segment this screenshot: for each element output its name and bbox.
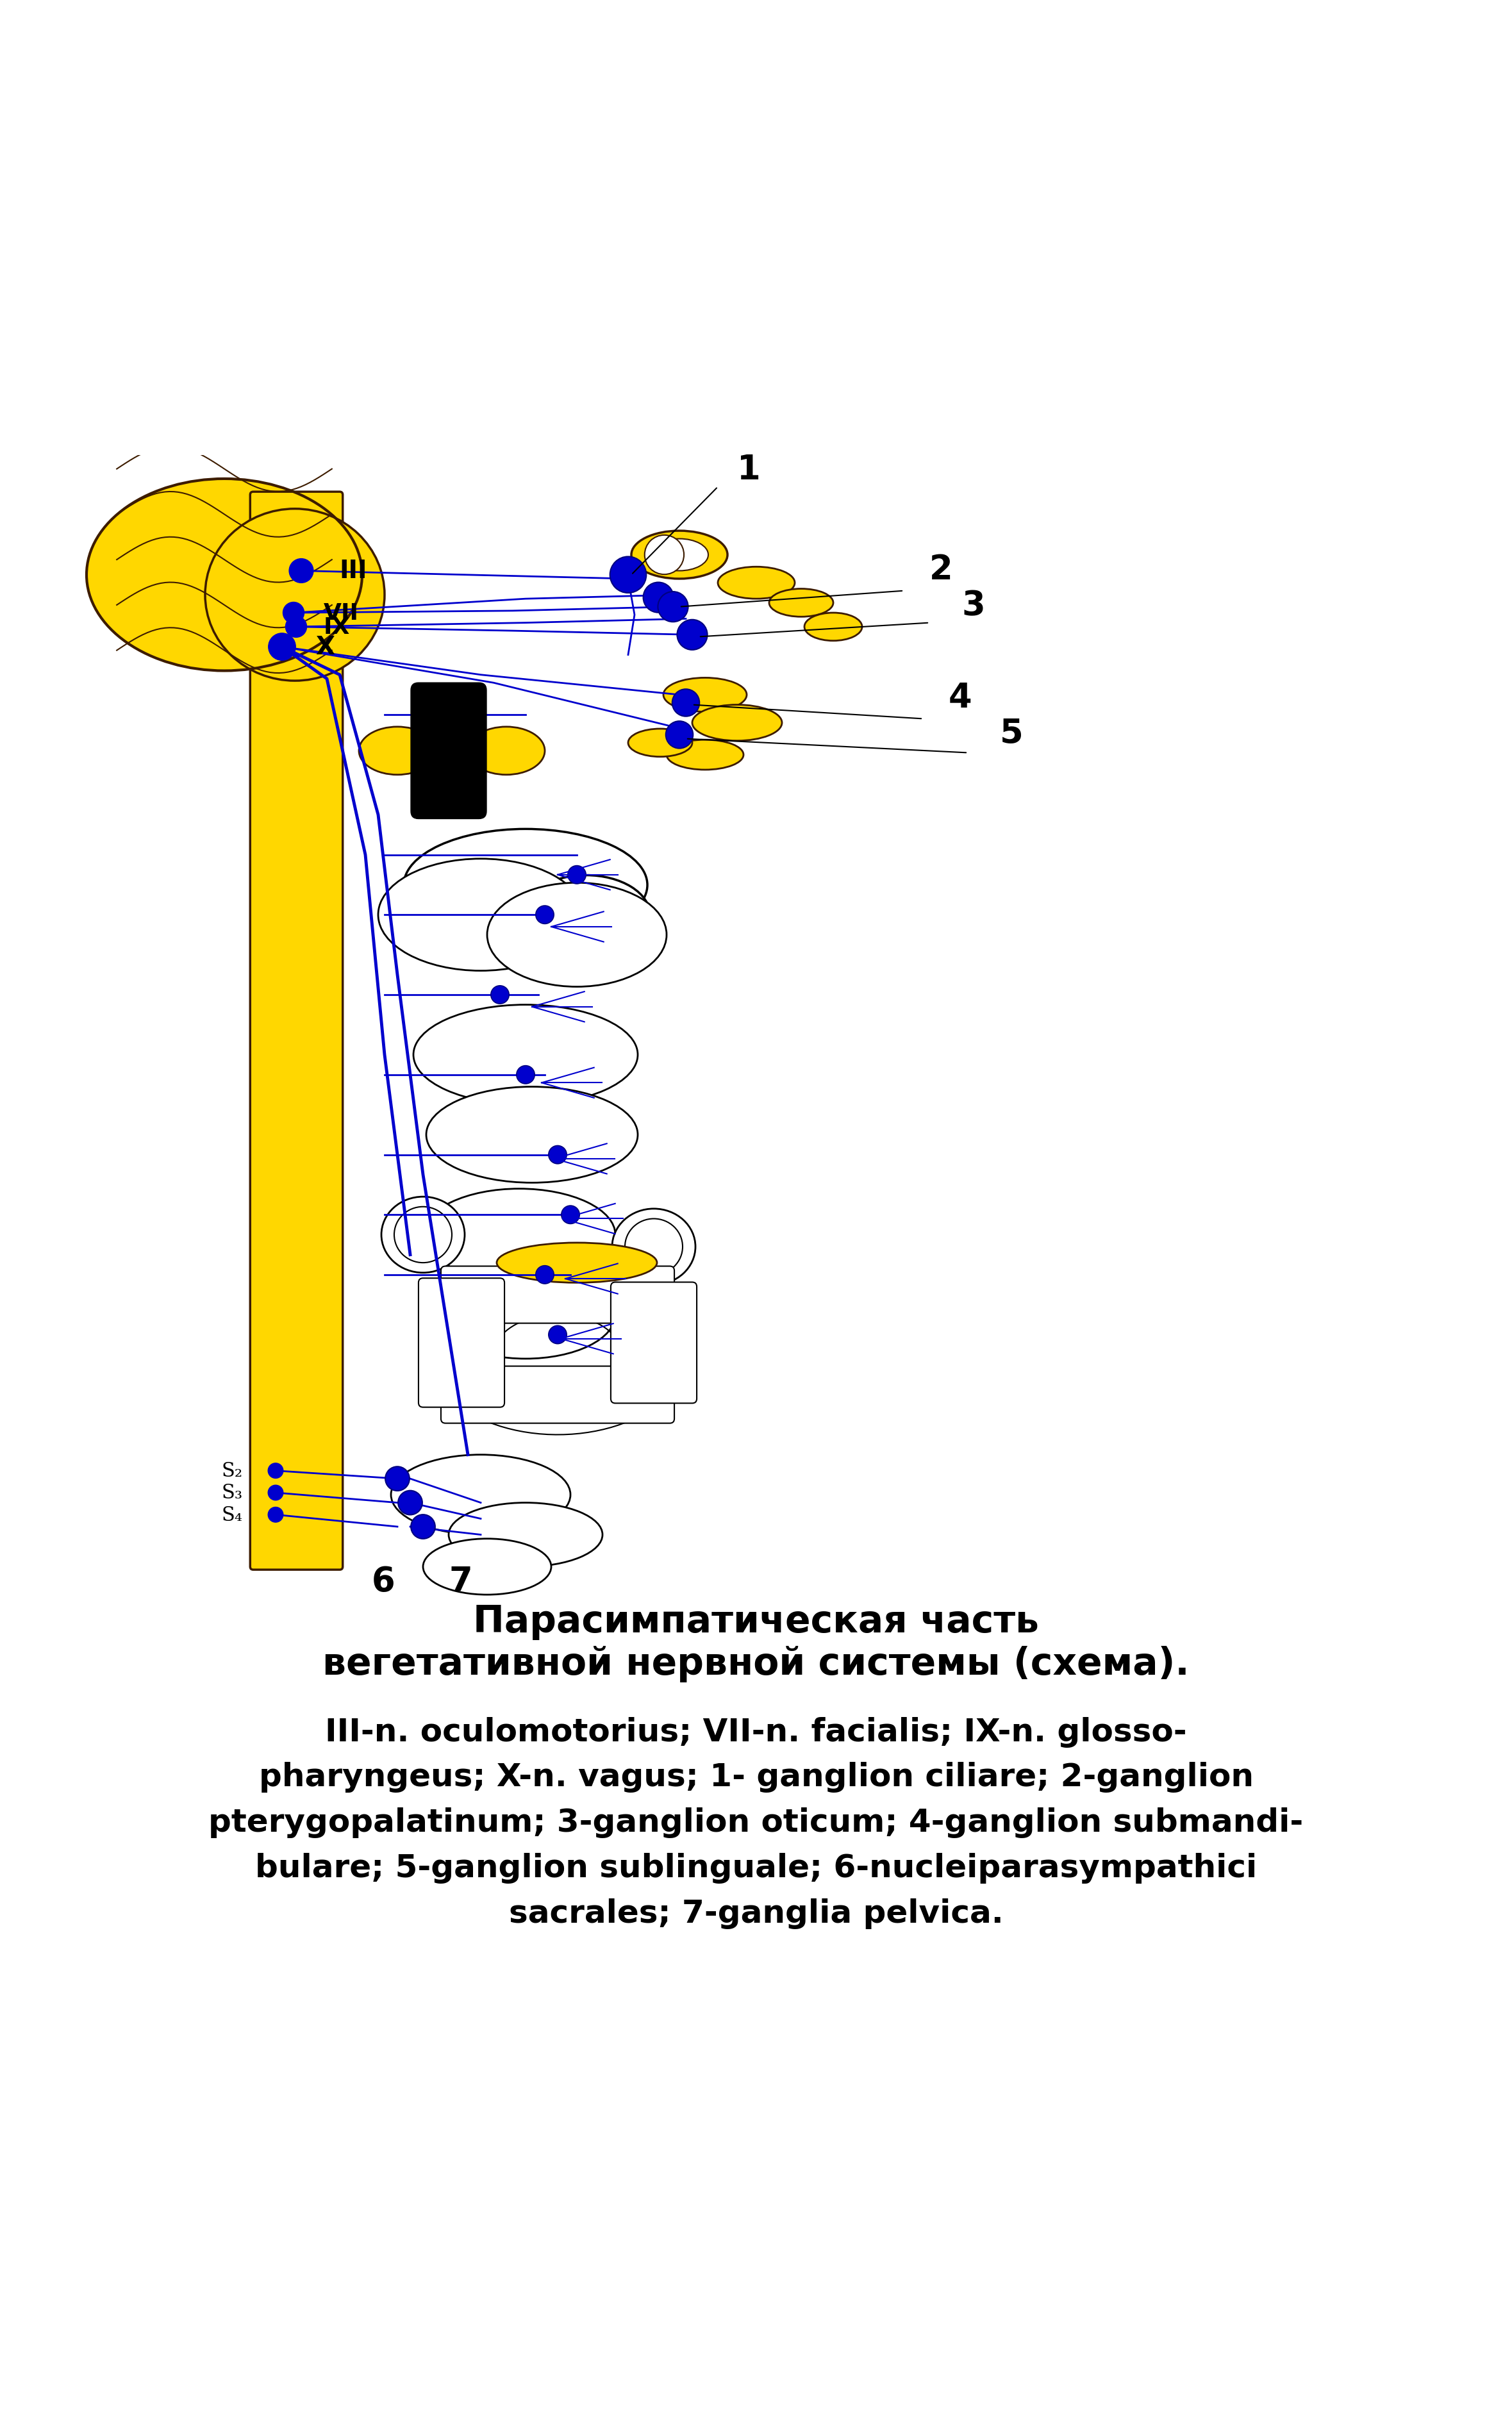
- Text: VII: VII: [324, 603, 358, 625]
- Ellipse shape: [423, 1538, 552, 1594]
- Circle shape: [517, 1066, 535, 1085]
- Text: вегетативной нервной системы (схема).: вегетативной нервной системы (схема).: [322, 1645, 1190, 1681]
- Ellipse shape: [667, 741, 744, 770]
- Circle shape: [549, 1325, 567, 1344]
- Text: Парасимпатическая часть: Парасимпатическая часть: [473, 1603, 1039, 1640]
- Text: IX: IX: [324, 615, 349, 637]
- Text: III: III: [339, 559, 367, 584]
- Ellipse shape: [407, 877, 523, 954]
- Ellipse shape: [692, 705, 782, 741]
- Circle shape: [283, 603, 304, 625]
- FancyBboxPatch shape: [442, 1366, 674, 1424]
- Ellipse shape: [718, 567, 795, 598]
- Text: 4: 4: [948, 681, 972, 714]
- Circle shape: [268, 1485, 283, 1502]
- Circle shape: [644, 535, 683, 574]
- FancyBboxPatch shape: [411, 683, 487, 819]
- Ellipse shape: [467, 727, 544, 775]
- Text: III-n. oculomotorius; VII-n. facialis; IX-n. glosso-: III-n. oculomotorius; VII-n. facialis; I…: [325, 1717, 1187, 1746]
- Ellipse shape: [804, 613, 862, 642]
- Ellipse shape: [627, 729, 692, 758]
- Ellipse shape: [522, 877, 650, 957]
- Ellipse shape: [497, 1242, 658, 1284]
- Ellipse shape: [413, 1005, 638, 1104]
- Ellipse shape: [612, 1209, 696, 1286]
- Text: bulare; 5-ganglion sublinguale; 6-nucleiparasympathici: bulare; 5-ganglion sublinguale; 6-nuclei…: [256, 1853, 1256, 1882]
- Text: 1: 1: [736, 453, 761, 487]
- Text: 6: 6: [372, 1565, 395, 1599]
- Ellipse shape: [624, 1218, 682, 1274]
- Text: X: X: [316, 635, 334, 659]
- Circle shape: [665, 722, 692, 748]
- Circle shape: [561, 1206, 579, 1223]
- FancyBboxPatch shape: [419, 1279, 505, 1407]
- Circle shape: [286, 618, 307, 637]
- Ellipse shape: [664, 678, 747, 712]
- Ellipse shape: [358, 727, 435, 775]
- Ellipse shape: [487, 884, 667, 988]
- Text: 3: 3: [962, 589, 984, 622]
- Circle shape: [491, 986, 510, 1005]
- Circle shape: [269, 635, 296, 661]
- FancyBboxPatch shape: [611, 1281, 697, 1402]
- Text: pterygopalatinum; 3-ganglion oticum; 4-ganglion submandi-: pterygopalatinum; 3-ganglion oticum; 4-g…: [209, 1807, 1303, 1838]
- Ellipse shape: [632, 530, 727, 579]
- Circle shape: [535, 906, 553, 925]
- Circle shape: [569, 867, 587, 884]
- Ellipse shape: [206, 509, 384, 681]
- Circle shape: [643, 584, 673, 613]
- Circle shape: [609, 557, 646, 593]
- Circle shape: [549, 1146, 567, 1165]
- Ellipse shape: [392, 1456, 570, 1536]
- Ellipse shape: [770, 589, 833, 618]
- Text: 5: 5: [999, 717, 1024, 751]
- Text: pharyngeus; X-n. vagus; 1- ganglion ciliare; 2-ganglion: pharyngeus; X-n. vagus; 1- ganglion cili…: [259, 1761, 1253, 1792]
- Text: 7: 7: [449, 1565, 472, 1599]
- Ellipse shape: [426, 1087, 638, 1182]
- FancyBboxPatch shape: [249, 492, 343, 1569]
- Text: sacrales; 7-ganglia pelvica.: sacrales; 7-ganglia pelvica.: [508, 1896, 1004, 1928]
- Ellipse shape: [404, 828, 647, 942]
- Ellipse shape: [381, 1196, 464, 1274]
- Ellipse shape: [423, 1189, 615, 1281]
- Text: S₄: S₄: [221, 1504, 242, 1526]
- Circle shape: [268, 1463, 283, 1477]
- FancyBboxPatch shape: [442, 1267, 674, 1322]
- Ellipse shape: [378, 860, 584, 971]
- Circle shape: [673, 690, 700, 717]
- Text: S₃: S₃: [221, 1482, 242, 1502]
- Ellipse shape: [449, 1504, 602, 1567]
- Circle shape: [268, 1506, 283, 1523]
- Circle shape: [398, 1492, 422, 1516]
- Text: 2: 2: [930, 552, 953, 586]
- Circle shape: [386, 1468, 410, 1492]
- Circle shape: [658, 591, 688, 622]
- Circle shape: [411, 1514, 435, 1538]
- Circle shape: [289, 559, 313, 584]
- Circle shape: [677, 620, 708, 649]
- Ellipse shape: [435, 1272, 615, 1359]
- Text: S₂: S₂: [221, 1460, 242, 1480]
- Ellipse shape: [650, 540, 708, 572]
- Ellipse shape: [395, 1206, 452, 1262]
- Ellipse shape: [86, 480, 363, 671]
- Circle shape: [535, 1267, 553, 1284]
